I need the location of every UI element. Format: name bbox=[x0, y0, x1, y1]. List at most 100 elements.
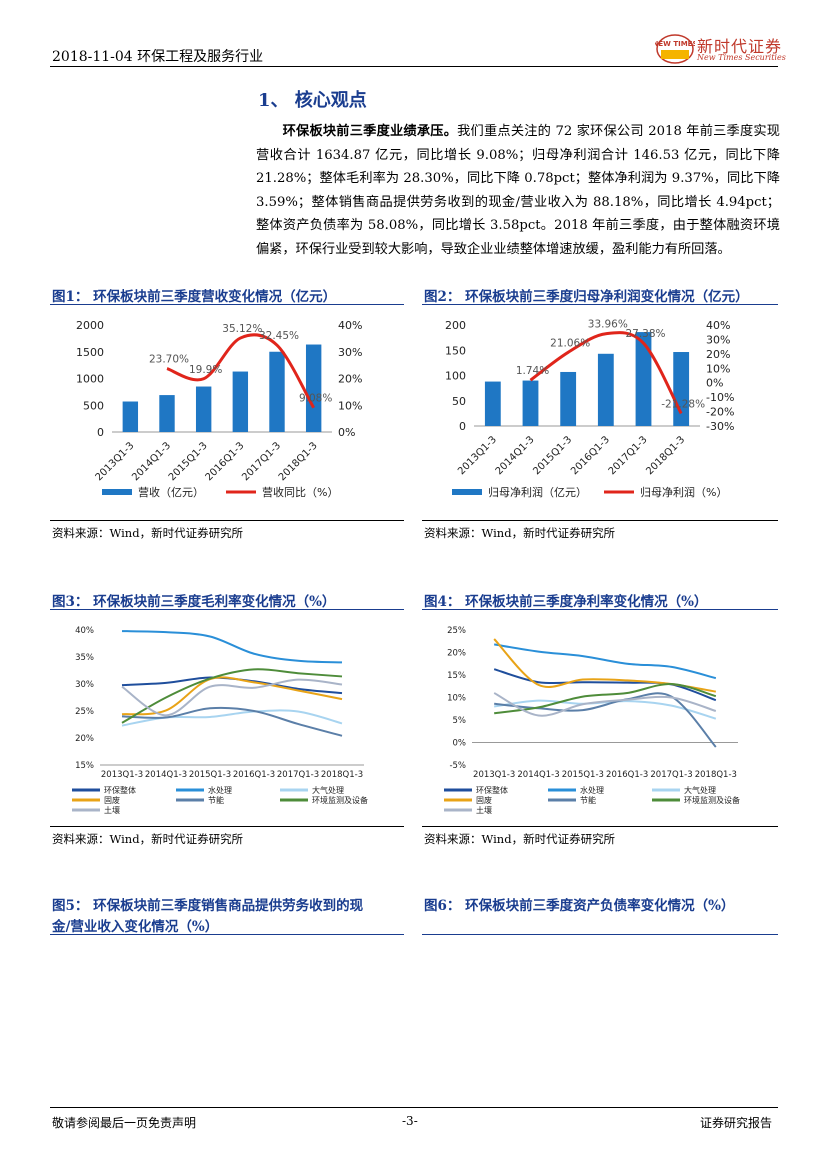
fig5-title-line2: 金/营业收入变化情况（%） bbox=[52, 919, 219, 935]
fig1-x-tick: 2014Q1-3 bbox=[130, 440, 173, 483]
fig2-x-tick: 2016Q1-3 bbox=[569, 434, 612, 477]
fig2-legend-bar-label: 归母净利润（亿元） bbox=[488, 485, 587, 499]
page-number: -3- bbox=[402, 1114, 418, 1128]
fig4-legend-label: 固废 bbox=[476, 795, 492, 805]
logo-english: New Times Securities bbox=[697, 53, 786, 62]
fig2-left-tick: 150 bbox=[445, 344, 466, 357]
fig4-legend-label: 土壤 bbox=[476, 805, 492, 815]
fig2-right-tick: 10% bbox=[706, 362, 730, 375]
fig1-bar bbox=[232, 371, 249, 432]
fig1-data-label: 35.12% bbox=[222, 323, 262, 335]
fig2-bar bbox=[522, 380, 539, 426]
fig2-x-tick: 2015Q1-3 bbox=[531, 434, 574, 477]
summary-lead: 环保板块前三季度业绩承压。 bbox=[282, 124, 458, 139]
fig2-title-rule bbox=[422, 304, 778, 305]
fig6-title-rule bbox=[422, 934, 778, 935]
logo-mark-text: NEW TIMES bbox=[655, 40, 695, 48]
fig2-data-label: -21.28% bbox=[661, 398, 705, 410]
fig4-x-tick: 2014Q1-3 bbox=[517, 770, 559, 780]
fig2-left-tick: 200 bbox=[445, 319, 466, 332]
fig1-bar bbox=[305, 344, 322, 432]
header-rule bbox=[50, 66, 778, 67]
fig4-series-line bbox=[494, 643, 717, 680]
fig4-y-tick: 20% bbox=[447, 649, 466, 659]
fig2-legend-bar-swatch bbox=[452, 489, 482, 495]
fig1-x-tick: 2016Q1-3 bbox=[204, 440, 247, 483]
fig3-legend-label: 环境监测及设备 bbox=[312, 795, 368, 805]
fig1-data-label: 19.9% bbox=[189, 364, 222, 376]
fig2-right-tick: -10% bbox=[706, 391, 734, 404]
fig2-right-tick: 20% bbox=[706, 348, 730, 361]
fig1-x-tick: 2017Q1-3 bbox=[240, 440, 283, 483]
fig4-source: 资料来源：Wind，新时代证券研究所 bbox=[424, 832, 616, 846]
fig1-x-tick: 2015Q1-3 bbox=[167, 440, 210, 483]
fig1-legend-bar-swatch bbox=[102, 489, 132, 495]
fig2-x-tick: 2017Q1-3 bbox=[607, 434, 650, 477]
fig6-title: 图6： 环保板块前三季度资产负债率变化情况（%） bbox=[424, 898, 735, 914]
fig1-data-label: 32.45% bbox=[259, 330, 299, 342]
company-logo: NEW TIMES bbox=[653, 32, 777, 66]
fig3-y-tick: 40% bbox=[75, 626, 94, 636]
fig1-title: 图1： 环保板块前三季度营收变化情况（亿元） bbox=[52, 289, 337, 305]
fig2-data-label: 21.06% bbox=[550, 337, 590, 349]
fig4-series-line bbox=[493, 638, 717, 693]
fig2-left-tick: 50 bbox=[452, 395, 466, 408]
fig4-x-tick: 2013Q1-3 bbox=[473, 770, 515, 780]
fig3-y-tick: 35% bbox=[75, 653, 94, 663]
logo-text: 新时代证券 bbox=[697, 37, 783, 56]
fig3-legend-label: 环保整体 bbox=[104, 785, 136, 795]
fig2-source: 资料来源：Wind，新时代证券研究所 bbox=[424, 526, 616, 540]
fig3-legend-label: 节能 bbox=[208, 795, 224, 805]
fig4-legend-label: 大气处理 bbox=[684, 785, 716, 795]
fig2-legend-line-label: 归母净利润（%） bbox=[640, 485, 727, 499]
fig5-title-line1: 图5： 环保板块前三季度销售商品提供劳务收到的现 bbox=[52, 898, 364, 914]
fig3-x-tick: 2013Q1-3 bbox=[101, 770, 143, 780]
fig3-series-line bbox=[121, 668, 343, 724]
fig2-left-tick: 0 bbox=[459, 420, 466, 433]
fig4-legend-label: 环境监测及设备 bbox=[684, 795, 740, 805]
fig2-data-label: 27.38% bbox=[625, 328, 665, 340]
fig2-chart: 0 50 100 150 200 -30%-20% -10%0% 10%20% 30%40% 20… bbox=[445, 319, 734, 499]
fig2-x-tick: 2018Q1-3 bbox=[644, 434, 687, 477]
fig1-left-tick: 2000 bbox=[76, 319, 104, 332]
fig3-y-tick: 30% bbox=[75, 680, 94, 690]
fig4-chart: -5% 0% 5% 10% 15% 20% 25% 2013Q1-3 2014Q1-3 2015Q… bbox=[444, 626, 740, 815]
logo-mark-icon: NEW TIMES bbox=[653, 34, 697, 64]
header-date-line: 2018-11-04 环保工程及服务行业 bbox=[52, 49, 264, 65]
fig4-x-tick: 2016Q1-3 bbox=[606, 770, 648, 780]
fig4-series-line bbox=[493, 692, 717, 717]
fig2-source-rule bbox=[422, 520, 778, 521]
fig1-source: 资料来源：Wind，新时代证券研究所 bbox=[52, 526, 244, 540]
fig4-title: 图4： 环保板块前三季度净利率变化情况（%） bbox=[424, 594, 708, 610]
fig3-legend-label: 固废 bbox=[104, 795, 120, 805]
fig1-x-tick: 2018Q1-3 bbox=[277, 440, 320, 483]
fig4-legend-label: 节能 bbox=[580, 795, 596, 805]
fig4-y-tick: 25% bbox=[447, 626, 466, 636]
fig3-series-line bbox=[121, 706, 343, 737]
fig3-x-tick: 2018Q1-3 bbox=[321, 770, 363, 780]
fig2-data-label: 1.74% bbox=[516, 365, 549, 377]
fig4-y-tick: 15% bbox=[447, 671, 466, 681]
fig1-legend-bar-label: 营收（亿元） bbox=[138, 485, 204, 499]
fig3-x-tick: 2017Q1-3 bbox=[277, 770, 319, 780]
fig4-x-tick: 2015Q1-3 bbox=[562, 770, 604, 780]
fig3-x-tick: 2015Q1-3 bbox=[189, 770, 231, 780]
fig1-legend-line-label: 营收同比（%） bbox=[262, 485, 338, 499]
footer-report-type: 证券研究报告 bbox=[700, 1116, 773, 1130]
fig3-title-rule bbox=[50, 609, 404, 610]
fig2-title: 图2： 环保板块前三季度归母净利润变化情况（亿元） bbox=[424, 289, 749, 305]
fig4-x-tick: 2018Q1-3 bbox=[695, 770, 737, 780]
fig2-right-tick: 30% bbox=[706, 333, 730, 346]
fig4-y-tick: -5% bbox=[449, 761, 466, 771]
summary-body: 我们重点关注的 72 家环保公司 2018 年前三季度实现营收合计 1634.8… bbox=[256, 124, 780, 257]
fig1-right-tick: 40% bbox=[338, 319, 362, 332]
fig1-left-tick: 1500 bbox=[76, 346, 104, 359]
footer-rule bbox=[50, 1107, 778, 1108]
summary-paragraph: 环保板块前三季度业绩承压。我们重点关注的 72 家环保公司 2018 年前三季度… bbox=[256, 120, 780, 261]
fig3-series-line bbox=[121, 630, 343, 664]
fig1-right-tick: 30% bbox=[338, 346, 362, 359]
fig3-series-line bbox=[121, 676, 343, 716]
fig1-bar bbox=[159, 395, 175, 432]
fig2-growth-line bbox=[529, 331, 683, 415]
fig4-x-tick: 2017Q1-3 bbox=[650, 770, 692, 780]
